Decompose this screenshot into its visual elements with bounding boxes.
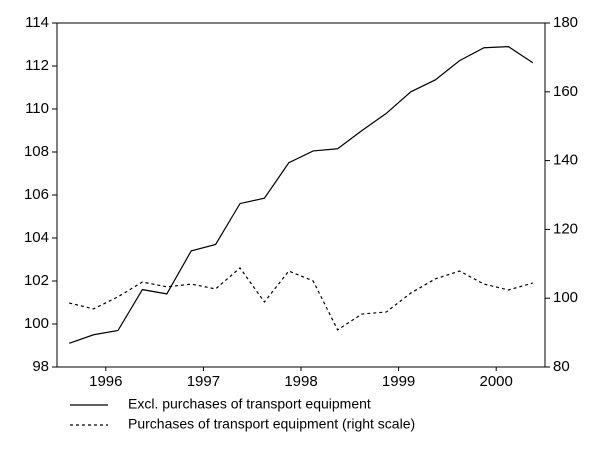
y-tick-label: 112: [25, 57, 49, 74]
y2-tick-label: 120: [553, 220, 578, 237]
y-tick-label: 102: [24, 272, 49, 289]
y2-tick-label: 100: [553, 289, 578, 306]
y2-tick-label: 140: [553, 152, 578, 169]
y2-tick-label: 180: [553, 14, 578, 31]
data-line: [69, 267, 533, 331]
y-tick-label: 106: [24, 186, 49, 203]
y-tick-label: 98: [32, 358, 49, 375]
y-tick-label: 104: [24, 229, 49, 246]
y-tick-label: 100: [24, 315, 49, 332]
x-tick-label: 1998: [284, 373, 317, 390]
y-tick-label: 114: [25, 14, 49, 31]
x-tick-label: 2000: [480, 373, 513, 390]
y-tick-label: 110: [25, 100, 49, 117]
data-line: [69, 46, 534, 344]
legend-label: Purchases of transport equipment (right …: [128, 416, 415, 432]
plot-frame: [56, 22, 546, 368]
x-tick-label: 1996: [89, 373, 122, 390]
y2-tick-label: 80: [553, 358, 570, 375]
x-tick-label: 1999: [382, 373, 415, 390]
x-tick-label: 1997: [187, 373, 220, 390]
y2-tick-label: 160: [553, 83, 578, 100]
y-tick-label: 108: [24, 143, 49, 160]
legend-label: Excl. purchases of transport equipment: [128, 396, 371, 412]
